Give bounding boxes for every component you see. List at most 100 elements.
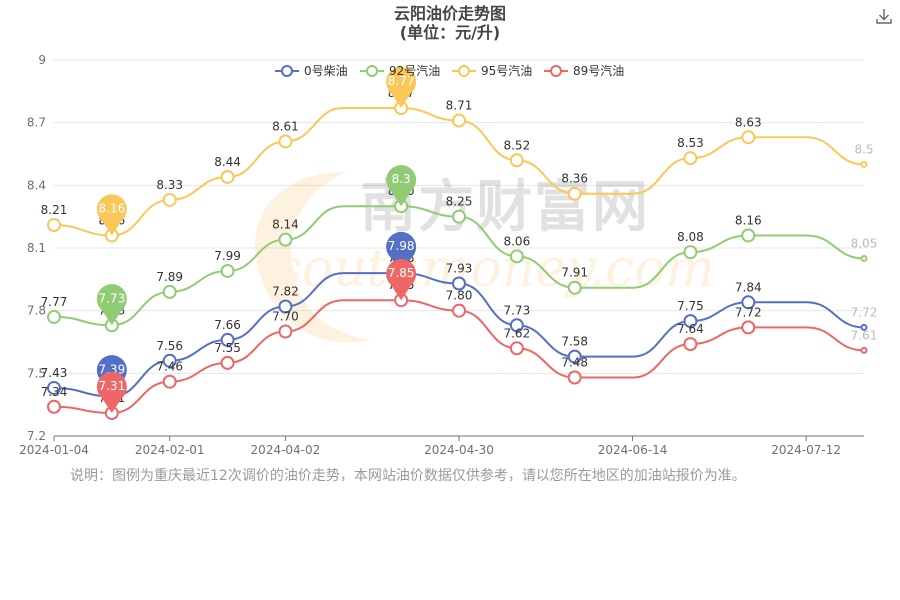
legend-marker	[366, 65, 378, 77]
pin-label: 8.16	[98, 201, 125, 215]
pin-shape	[96, 284, 127, 326]
min-pin: 7.73	[96, 284, 127, 326]
data-label: 7.61	[851, 328, 878, 342]
data-label: 7.93	[446, 262, 473, 276]
watermark-en: southmoney.com	[275, 239, 715, 299]
legend-label: 92号汽油	[389, 63, 440, 78]
max-pin: 8.77	[386, 66, 417, 109]
data-point	[567, 349, 582, 364]
data-point	[860, 346, 868, 354]
data-point	[509, 249, 524, 264]
data-point	[509, 153, 524, 168]
y-tick-label: 8.1	[27, 241, 46, 255]
pin-label: 7.73	[98, 291, 125, 305]
data-label: 7.72	[735, 305, 762, 319]
pin-label: 8.77	[388, 74, 415, 88]
max-pin: 8.3	[386, 165, 417, 207]
data-label: 7.48	[561, 356, 588, 370]
data-label: 7.75	[677, 299, 704, 313]
data-label: 7.62	[503, 326, 530, 340]
data-label: 8.25	[446, 195, 473, 209]
chart-title-block: 云阳油价走势图 (单位：元/升)	[0, 4, 900, 42]
x-tick-label: 2024-04-02	[251, 443, 321, 457]
data-point	[278, 324, 293, 339]
chart-note: 说明：图例为重庆最近12次调价的油价走势，本网站油价数据仅供参考，请以您所在地区…	[70, 468, 746, 484]
legend-item[interactable]: 0号柴油	[275, 64, 348, 78]
legend-item[interactable]: 95号汽油	[452, 63, 532, 78]
legend-label: 89号汽油	[573, 63, 624, 78]
data-point	[741, 130, 756, 145]
y-tick-label: 9	[38, 53, 46, 67]
pin-label: 7.31	[98, 379, 125, 393]
pin-label: 8.3	[392, 172, 411, 186]
data-point	[741, 295, 756, 310]
data-point	[162, 374, 177, 389]
min-pin: 7.31	[96, 371, 127, 414]
data-point	[741, 228, 756, 243]
max-pin: 7.98	[386, 231, 417, 274]
data-point	[683, 337, 698, 352]
data-point	[278, 134, 293, 149]
pin-shape	[96, 371, 127, 414]
data-point	[567, 186, 582, 201]
legend: 0号柴油 92号汽油 95号汽油 89号汽油	[275, 63, 624, 78]
legend-marker	[281, 65, 293, 77]
x-tick-label: 2024-04-30	[424, 443, 494, 457]
data-label: 8.14	[272, 218, 299, 232]
min-pin: 8.16	[96, 194, 127, 236]
data-point	[452, 276, 466, 291]
data-label: 8.06	[503, 234, 530, 248]
data-label: 7.64	[677, 322, 704, 336]
x-tick-label: 2024-02-01	[135, 443, 205, 457]
pins: 7.98 7.39 8.3 7.73 8.77 8.16 7.85 7.31	[96, 66, 417, 414]
download-icon[interactable]	[874, 6, 894, 26]
data-label: 7.34	[41, 385, 68, 399]
data-label: 7.89	[156, 270, 183, 284]
data-point	[509, 341, 524, 356]
data-point	[741, 320, 756, 335]
data-label: 7.91	[561, 266, 588, 280]
data-point	[162, 284, 177, 299]
y-tick-label: 7.8	[27, 304, 46, 318]
data-label: 7.99	[214, 249, 241, 263]
data-label: 7.77	[41, 295, 68, 309]
x-tick-label: 2024-01-04	[19, 443, 89, 457]
data-label: 7.70	[272, 310, 299, 324]
data-label: 8.33	[156, 178, 183, 192]
data-label: 8.5	[854, 142, 873, 156]
data-label: 8.05	[851, 236, 878, 250]
data-label: 8.21	[41, 203, 68, 217]
data-point	[567, 280, 582, 295]
chart-subtitle: (单位：元/升)	[399, 23, 501, 42]
data-label: 7.82	[272, 284, 299, 298]
data-label: 7.80	[446, 289, 473, 303]
data-point	[860, 160, 868, 168]
data-point	[683, 245, 698, 260]
x-tick-label: 2024-07-12	[771, 443, 841, 457]
watermark: 南方财富网 southmoney.com	[255, 172, 715, 343]
data-point	[683, 151, 698, 166]
pin-shape	[386, 259, 417, 301]
pin-shape	[386, 231, 417, 274]
y-tick-label: 8.4	[27, 178, 46, 192]
data-label: 7.56	[156, 339, 183, 353]
y-tick-label: 7.5	[27, 366, 46, 380]
data-point	[47, 309, 61, 324]
legend-label: 95号汽油	[481, 63, 532, 78]
data-point	[278, 299, 293, 314]
data-label: 8.44	[214, 155, 241, 169]
legend-item[interactable]: 89号汽油	[544, 63, 624, 78]
data-point	[220, 355, 235, 370]
data-point	[567, 370, 582, 385]
data-point	[452, 303, 466, 318]
legend-item[interactable]: 92号汽油	[360, 63, 440, 78]
data-label: 7.55	[214, 341, 241, 355]
pin-label: 7.98	[388, 239, 415, 253]
legend-marker	[458, 65, 470, 77]
data-label: 8.16	[735, 213, 762, 227]
data-label: 7.43	[41, 366, 68, 380]
legend-label: 0号柴油	[304, 64, 348, 78]
data-point	[47, 399, 61, 414]
chart-title: 云阳油价走势图	[393, 4, 506, 23]
